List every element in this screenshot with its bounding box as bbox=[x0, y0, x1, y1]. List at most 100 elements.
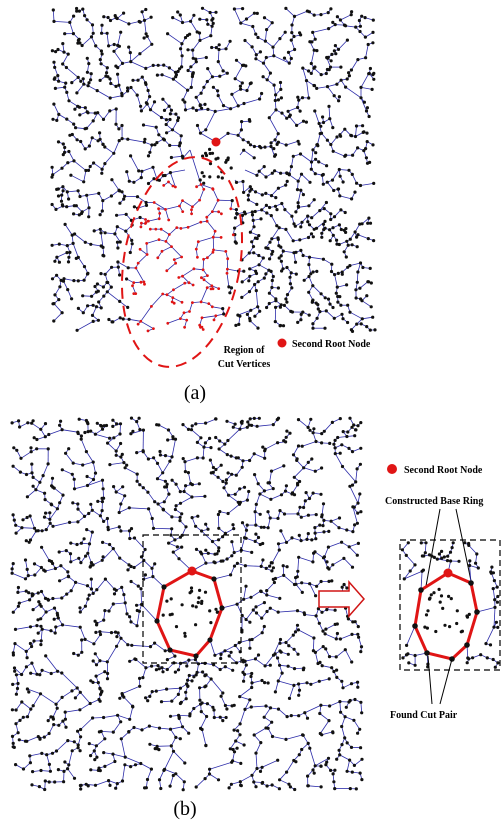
tree-node bbox=[240, 120, 244, 124]
tree-node bbox=[135, 195, 140, 199]
tree-node bbox=[338, 417, 342, 421]
tree-node bbox=[371, 143, 375, 147]
tree-node bbox=[327, 677, 331, 681]
tree-node bbox=[279, 493, 284, 497]
tree-node bbox=[49, 671, 53, 676]
tree-node bbox=[211, 85, 215, 89]
tree-node bbox=[195, 123, 200, 128]
tree-node bbox=[294, 250, 298, 254]
tree-node bbox=[204, 128, 208, 132]
tree-node bbox=[300, 96, 305, 100]
tree-node bbox=[77, 213, 81, 217]
tree-node bbox=[208, 10, 212, 15]
tree-node bbox=[175, 545, 179, 549]
tree-node bbox=[136, 584, 140, 588]
cut-vertex bbox=[195, 185, 199, 189]
tree-node bbox=[46, 597, 50, 601]
tree-node bbox=[90, 136, 94, 140]
tree-edge bbox=[315, 652, 319, 664]
tree-node bbox=[325, 608, 329, 612]
tree-node bbox=[124, 229, 128, 233]
tree-node bbox=[284, 640, 288, 645]
tree-node bbox=[257, 253, 261, 258]
tree-node bbox=[320, 432, 324, 436]
tree-node bbox=[367, 114, 371, 119]
tree-node bbox=[71, 501, 75, 505]
tree-edge bbox=[162, 460, 171, 474]
tree-node bbox=[51, 173, 55, 177]
tree-node bbox=[78, 690, 82, 694]
tree-node bbox=[163, 479, 167, 483]
tree-node bbox=[57, 112, 61, 116]
tree-node bbox=[103, 764, 107, 769]
tree-node bbox=[233, 643, 237, 648]
tree-node bbox=[89, 768, 93, 772]
cut-vertex bbox=[219, 236, 223, 239]
tree-node bbox=[112, 436, 116, 440]
tree-node bbox=[229, 286, 234, 290]
tree-node bbox=[98, 514, 102, 518]
tree-edge bbox=[195, 778, 206, 788]
tree-node bbox=[86, 784, 90, 788]
tree-node bbox=[74, 256, 78, 260]
tree-node bbox=[101, 117, 106, 121]
tree-edge bbox=[226, 273, 230, 287]
tree-node bbox=[435, 557, 439, 561]
tree-edge bbox=[214, 650, 226, 656]
tree-edge bbox=[89, 532, 93, 544]
tree-edge bbox=[151, 518, 154, 529]
tree-node bbox=[290, 491, 295, 495]
base-ring-nodes bbox=[154, 576, 225, 659]
tree-edge bbox=[119, 507, 130, 513]
cut-vertex bbox=[183, 325, 187, 329]
tree-node bbox=[118, 240, 122, 244]
tree-edge bbox=[190, 21, 198, 33]
tree-node bbox=[302, 505, 306, 510]
tree-node bbox=[322, 207, 326, 211]
tree-node bbox=[267, 116, 271, 120]
tree-node bbox=[224, 715, 228, 720]
tree-node bbox=[219, 694, 223, 698]
inner-node bbox=[208, 175, 212, 179]
tree-node bbox=[312, 427, 316, 431]
tree-node bbox=[99, 231, 103, 235]
inner-node bbox=[168, 613, 172, 617]
zoomed-inset bbox=[399, 539, 501, 671]
tree-node bbox=[119, 720, 123, 724]
tree-node bbox=[99, 692, 103, 697]
tree-node bbox=[183, 108, 188, 112]
tree-node bbox=[268, 71, 272, 75]
tree-node bbox=[90, 313, 95, 317]
tree-node bbox=[132, 536, 137, 540]
tree-node bbox=[95, 89, 99, 93]
tree-node bbox=[25, 495, 29, 499]
tree-node bbox=[262, 16, 267, 20]
tree-node bbox=[270, 734, 275, 739]
tree-node bbox=[167, 541, 171, 545]
tree-node bbox=[178, 515, 182, 520]
tree-edge bbox=[188, 472, 192, 484]
tree-node bbox=[225, 419, 229, 423]
tree-edge bbox=[338, 39, 348, 50]
tree-node bbox=[321, 172, 325, 177]
tree-node bbox=[58, 579, 62, 583]
tree-node bbox=[235, 212, 239, 216]
tree-edge bbox=[121, 731, 130, 740]
tree-node bbox=[23, 577, 28, 581]
tree-node bbox=[13, 627, 18, 632]
tree-node bbox=[106, 441, 110, 445]
tree-edge bbox=[171, 246, 182, 258]
tree-node bbox=[155, 477, 160, 481]
tree-edge bbox=[291, 156, 294, 167]
tree-node bbox=[264, 55, 268, 60]
tree-node bbox=[48, 517, 52, 521]
tree-node bbox=[262, 601, 266, 605]
tree-node bbox=[140, 169, 144, 173]
tree-node bbox=[143, 786, 147, 790]
tree-node bbox=[271, 423, 275, 427]
tree-node bbox=[103, 162, 107, 166]
tree-node bbox=[28, 641, 32, 646]
tree-node bbox=[144, 32, 148, 36]
tree-node bbox=[165, 131, 169, 135]
tree-node bbox=[288, 785, 292, 789]
